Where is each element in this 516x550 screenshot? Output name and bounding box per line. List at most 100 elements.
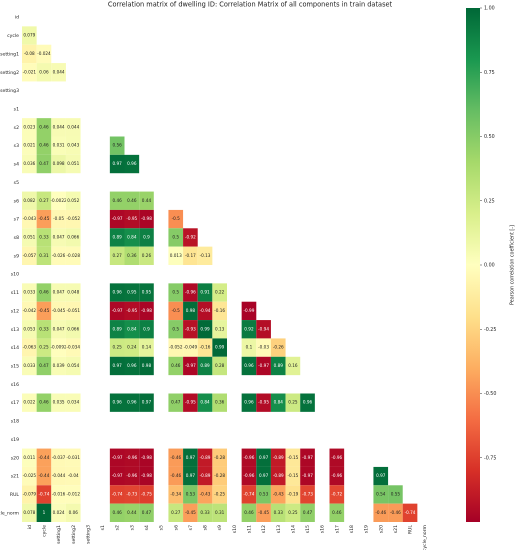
cell-label: 0.96 <box>113 290 123 295</box>
cell-label: 0.031 <box>53 143 65 148</box>
heatmap-cell <box>285 485 301 504</box>
cell-label: 0.054 <box>67 363 79 368</box>
cell-label: -0.34 <box>170 491 181 496</box>
heatmap-cell <box>183 320 198 339</box>
cell-label: -0.93 <box>185 326 196 331</box>
heatmap-cell <box>65 301 81 321</box>
cell-label: 0.55 <box>391 491 401 496</box>
cell-label: -0.96 <box>331 455 342 460</box>
heatmap-cell <box>373 503 389 522</box>
cell-label: -0.97 <box>302 473 313 478</box>
cell-label: -0.049 <box>184 345 198 350</box>
cell-label: 0.33 <box>200 510 210 515</box>
colorbar-tick-label: 0.50 <box>484 134 495 140</box>
cell-label: 0.46 <box>39 143 49 148</box>
heatmap-cell <box>139 393 154 412</box>
cell-label: -0.044 <box>52 473 66 478</box>
heatmap-cell <box>124 191 140 210</box>
heatmap-cell <box>124 485 140 504</box>
cell-label: -0.28 <box>214 473 225 478</box>
cell-label: 0.31 <box>215 510 225 515</box>
cell-label: 0.033 <box>23 290 35 295</box>
cell-label: -0.031 <box>67 455 81 460</box>
x-tick-label: id <box>27 525 33 529</box>
cell-label: 0.99 <box>215 345 225 350</box>
heatmap-cell <box>168 356 184 376</box>
heatmap-cell <box>241 301 257 321</box>
cell-label: 0.9 <box>143 234 150 239</box>
cell-label: -0.74 <box>405 510 416 515</box>
heatmap-cell <box>168 448 184 467</box>
heatmap-cell <box>36 466 52 486</box>
cell-label: 0.047 <box>53 290 65 295</box>
x-tick-label: s20 <box>378 525 384 533</box>
colorbar <box>466 8 480 522</box>
cell-label: 0.06 <box>39 69 49 74</box>
y-tick-label: s9 <box>14 253 19 259</box>
heatmap-cell <box>22 44 37 64</box>
cell-label: -0.051 <box>67 308 81 313</box>
cell-label: 0.36 <box>127 253 137 258</box>
x-tick-label: RUL <box>408 525 414 535</box>
cell-label: -0.72 <box>331 491 342 496</box>
cell-label: 0.89 <box>200 363 210 368</box>
heatmap-cell <box>139 209 154 229</box>
cell-label: -0.052 <box>169 345 183 350</box>
cell-label: -0.97 <box>302 455 313 460</box>
heatmap-cell <box>168 228 184 247</box>
heatmap-cell <box>22 320 37 339</box>
heatmap-cell <box>139 503 154 522</box>
cell-label: 0.5 <box>172 326 179 331</box>
heatmap-cell <box>270 338 286 357</box>
heatmap-cell <box>65 338 81 357</box>
cell-label: -0.89 <box>200 455 211 460</box>
cell-label: 0.53 <box>186 491 196 496</box>
cell-label: -0.46 <box>170 455 181 460</box>
heatmap-cell <box>51 283 66 302</box>
cell-label: -0.45 <box>39 216 50 221</box>
cell-label: 0.16 <box>288 363 298 368</box>
x-tick-label: cycle <box>41 525 47 537</box>
heatmap-cell <box>212 485 227 504</box>
heatmap-cell <box>270 503 286 522</box>
heatmap-cell <box>51 356 66 376</box>
heatmap-cell <box>168 338 184 357</box>
y-tick-label: s4 <box>14 162 19 168</box>
cell-label: -0.89 <box>273 473 284 478</box>
heatmap-cell <box>212 320 227 339</box>
cell-label: 0.84 <box>274 400 284 405</box>
cell-label: 0.96 <box>127 161 137 166</box>
x-tick-label: s21 <box>393 525 399 533</box>
heatmap-cell <box>241 466 257 486</box>
cell-label: 0.5 <box>172 234 179 239</box>
cell-label: -0.026 <box>52 253 66 258</box>
cell-label: 0.28 <box>215 363 225 368</box>
cell-label: 0.06 <box>69 510 79 515</box>
heatmap-cell <box>22 283 37 302</box>
cell-label: 0.036 <box>23 161 35 166</box>
heatmap-cell <box>109 209 125 229</box>
cell-label: 0.46 <box>244 510 254 515</box>
heatmap-cell <box>65 393 81 412</box>
cell-label: 0.46 <box>39 290 49 295</box>
heatmap-cell <box>51 136 66 155</box>
heatmap-cell <box>270 356 286 376</box>
x-tick-label: s15 <box>305 525 311 533</box>
heatmap-cell <box>51 246 66 265</box>
cell-label: -0.057 <box>23 253 37 258</box>
cell-label: -0.05 <box>53 216 64 221</box>
heatmap-cell <box>212 448 227 467</box>
y-tick-label: setting1 <box>0 51 19 57</box>
cell-label: 0.44 <box>142 198 152 203</box>
heatmap-cell <box>139 228 154 247</box>
cell-label: 0.46 <box>127 198 137 203</box>
heatmap-cell <box>139 320 154 339</box>
heatmap-cell <box>329 448 345 467</box>
cell-label: 0.98 <box>186 308 196 313</box>
cell-label: -0.73 <box>126 491 137 496</box>
cell-label: 0.47 <box>303 510 313 515</box>
cell-label: 0.27 <box>171 510 181 515</box>
heatmap-cell <box>51 209 66 229</box>
heatmap-cell <box>168 283 184 302</box>
heatmap-cell <box>197 485 213 504</box>
